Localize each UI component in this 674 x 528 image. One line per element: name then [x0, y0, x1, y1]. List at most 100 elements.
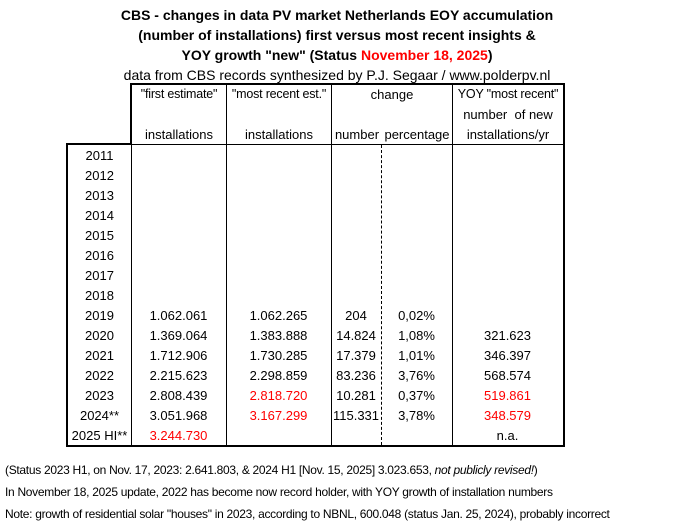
header-yoy-line3: installations/yr — [466, 127, 550, 142]
table-row: 2015 — [68, 225, 563, 245]
header-first-estimate-sub: installations — [145, 127, 213, 142]
table-row: 2023 2.808.439 2.818.720 10.281 0,37% 51… — [68, 385, 563, 405]
cell-year: 2022 — [85, 367, 114, 383]
header-first-estimate-label: "first estimate" — [140, 87, 218, 101]
cell-yoy: 348.579 — [484, 407, 531, 423]
cell-year: 2021 — [85, 347, 114, 363]
cell-year: 2013 — [85, 187, 114, 203]
cell-change-percentage: 3,76% — [398, 367, 435, 383]
footnote-1: (Status 2023 H1, on Nov. 17, 2023: 2.641… — [5, 459, 673, 481]
cell-year: 2014 — [85, 207, 114, 223]
cell-change-percentage: 0,02% — [398, 307, 435, 323]
title-line-1: CBS - changes in data PV market Netherla… — [120, 7, 554, 23]
column-divider-percentage — [452, 145, 453, 445]
table-row: 2021 1.712.906 1.730.285 17.379 1,01% 34… — [68, 345, 563, 365]
cell-first-estimate: 1.062.061 — [149, 307, 208, 323]
column-divider-recent — [331, 145, 332, 445]
table-row: 2016 — [68, 245, 563, 265]
cell-year: 2018 — [85, 287, 114, 303]
cell-year: 2025 HI** — [71, 427, 128, 443]
table-row: 2019 1.062.061 1.062.265 204 0,02% — [68, 305, 563, 325]
header-most-recent: "most recent est." installations — [226, 85, 331, 144]
header-change-number: number — [334, 127, 380, 142]
header-most-recent-label: "most recent est." — [231, 87, 327, 101]
cell-most-recent: 3.167.299 — [249, 407, 308, 423]
cell-first-estimate: 3.051.968 — [149, 407, 208, 423]
cell-most-recent: 1.730.285 — [249, 347, 308, 363]
cell-year: 2023 — [85, 387, 114, 403]
header-yoy-line2: number of new — [463, 107, 553, 122]
cell-change-number: 10.281 — [336, 387, 376, 403]
title-line-3-prefix: YOY growth "new" (Status — [181, 47, 361, 63]
cell-year: 2020 — [85, 327, 114, 343]
table-row: 2018 — [68, 285, 563, 305]
table-row: 2013 — [68, 185, 563, 205]
footnote-3: Note: growth of residential solar "house… — [5, 507, 610, 521]
cell-most-recent: 1.383.888 — [249, 327, 308, 343]
title-line-2: (number of installations) first versus m… — [138, 27, 536, 43]
column-divider-first — [226, 145, 227, 445]
cell-first-estimate: 1.369.064 — [149, 327, 208, 343]
cell-year: 2011 — [85, 147, 114, 163]
header-most-recent-sub: installations — [245, 127, 313, 142]
footnote-1-prefix: (Status 2023 H1, on Nov. 17, 2023: 2.641… — [5, 463, 435, 477]
year-column-top-border — [66, 143, 132, 145]
table-header: "first estimate" installations "most rec… — [130, 83, 565, 145]
cell-year: 2012 — [85, 167, 114, 183]
cell-most-recent: 2.818.720 — [249, 387, 308, 403]
cell-change-number: 14.824 — [336, 327, 376, 343]
table-row: 2025 HI** 3.244.730 n.a. — [68, 425, 563, 445]
title-line-3: YOY growth "new" (Status November 18, 20… — [0, 45, 674, 65]
footnote-1-italic: not publicly revised! — [434, 463, 534, 477]
cell-change-percentage: 1,08% — [398, 327, 435, 343]
cell-change-percentage: 1,01% — [398, 347, 435, 363]
cell-first-estimate: 2.215.623 — [149, 367, 208, 383]
cell-first-estimate: 1.712.906 — [149, 347, 208, 363]
table-row: 2022 2.215.623 2.298.859 83.236 3,76% 56… — [68, 365, 563, 385]
table-rows: 2011 2012 2013 2014 2015 2016 — [68, 145, 563, 445]
cell-first-estimate: 2.808.439 — [149, 387, 208, 403]
cell-change-number: 83.236 — [336, 367, 376, 383]
footnote-2: In November 18, 2025 update, 2022 has be… — [5, 485, 553, 499]
cell-change-percentage: 3,78% — [398, 407, 435, 423]
title-block: CBS - changes in data PV market Netherla… — [0, 5, 674, 85]
cell-first-estimate: 3.244.730 — [149, 427, 208, 443]
title-subtitle: data from CBS records synthesized by P.J… — [123, 67, 551, 83]
cell-yoy: n.a. — [496, 427, 519, 443]
table-row: 2017 — [68, 265, 563, 285]
table-row: 2014 — [68, 205, 563, 225]
header-change-percentage: percentage — [384, 127, 450, 142]
cell-year: 2015 — [85, 227, 114, 243]
cell-year: 2017 — [85, 267, 114, 283]
header-change-label: change — [370, 87, 414, 102]
header-change: change number percentage — [331, 85, 452, 144]
title-line-3-suffix: ) — [487, 47, 493, 63]
table-row: 2024** 3.051.968 3.167.299 115.331 3,78%… — [68, 405, 563, 425]
table-row: 2020 1.369.064 1.383.888 14.824 1,08% 32… — [68, 325, 563, 345]
cell-change-number: 204 — [345, 307, 367, 323]
title-status-date: November 18, 2025 — [360, 47, 488, 63]
cell-yoy: 568.574 — [484, 367, 531, 383]
cell-yoy: 321.623 — [484, 327, 531, 343]
cell-year: 2019 — [85, 307, 114, 323]
table-row: 2012 — [68, 165, 563, 185]
header-change-subrow: number percentage — [332, 127, 452, 142]
cell-yoy: 346.397 — [484, 347, 531, 363]
table-body: 2011 2012 2013 2014 2015 2016 — [66, 145, 565, 447]
cell-change-number: 115.331 — [332, 407, 380, 423]
header-yoy: YOY "most recent" number of new installa… — [452, 85, 563, 144]
cell-most-recent: 1.062.265 — [249, 307, 308, 323]
column-divider-dashed — [381, 145, 382, 445]
header-first-estimate: "first estimate" installations — [132, 85, 226, 144]
footnotes: (Status 2023 H1, on Nov. 17, 2023: 2.641… — [5, 459, 673, 525]
table-row: 2011 — [68, 145, 563, 165]
header-yoy-line1: YOY "most recent" — [457, 87, 559, 101]
cell-year: 2024** — [79, 407, 120, 423]
cell-yoy: 519.861 — [484, 387, 531, 403]
cell-change-percentage: 0,37% — [398, 387, 435, 403]
cell-change-number: 17.379 — [336, 347, 376, 363]
footnote-1-suffix: ) — [533, 463, 538, 477]
cell-year: 2016 — [85, 247, 114, 263]
cell-most-recent: 2.298.859 — [249, 367, 308, 383]
